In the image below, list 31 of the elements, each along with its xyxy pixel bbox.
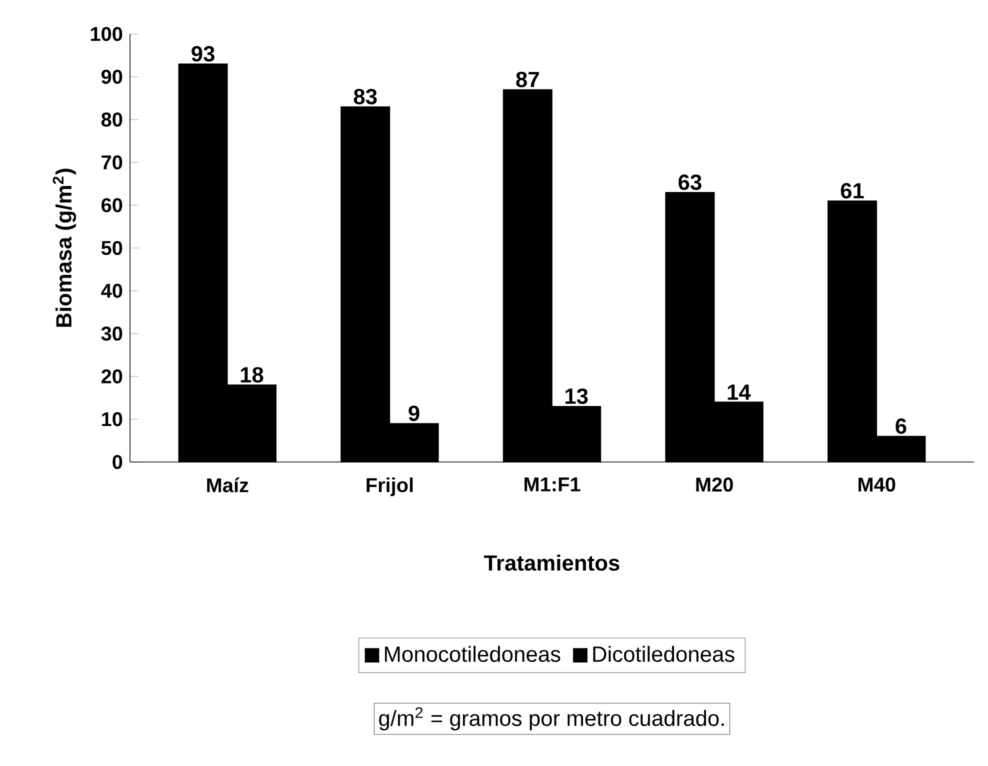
x-axis-title: Tratamientos: [484, 554, 620, 571]
x-tick-label: Maíz: [207, 478, 248, 492]
text: g/m$^{2}$ = gramos por metro cuadrado.: [379, 707, 724, 730]
y-tick-label: 60: [102, 198, 122, 212]
data-label: 87: [516, 72, 539, 88]
y-tick-label: 80: [101, 112, 122, 127]
data-label: 13: [566, 388, 588, 404]
y-tick-label: 50: [101, 240, 122, 256]
y-tick-label: 100: [90, 26, 122, 42]
y-tick-label: 90: [101, 70, 122, 84]
data-label: 6: [896, 418, 906, 434]
y-tick-label: 0: [112, 454, 122, 470]
data-label: 14: [728, 384, 751, 400]
y-tick-label: 70: [102, 155, 122, 170]
data-label: 61: [840, 183, 864, 199]
x-tick-label: M1:F1: [524, 478, 580, 492]
data-label: 9: [408, 406, 420, 422]
data-label: 63: [678, 174, 702, 190]
y-axis-title: Biomasa (g/m$^{2}$): [52, 168, 76, 327]
data-label: 83: [354, 88, 377, 104]
y-tick-label: 40: [101, 284, 122, 298]
y-tick-label: 30: [101, 326, 122, 341]
x-tick-label: M20: [696, 478, 733, 492]
data-label: 93: [192, 46, 214, 62]
data-label: 18: [240, 367, 264, 383]
x-tick-label: Frijol: [366, 478, 413, 496]
legend-label: Monocotiledoneas: [385, 646, 560, 662]
y-tick-label: 10: [102, 412, 122, 426]
legend-label: Dicotiledoneas: [593, 646, 734, 662]
y-tick-label: 20: [101, 369, 122, 384]
x-tick-label: M40: [858, 478, 896, 492]
